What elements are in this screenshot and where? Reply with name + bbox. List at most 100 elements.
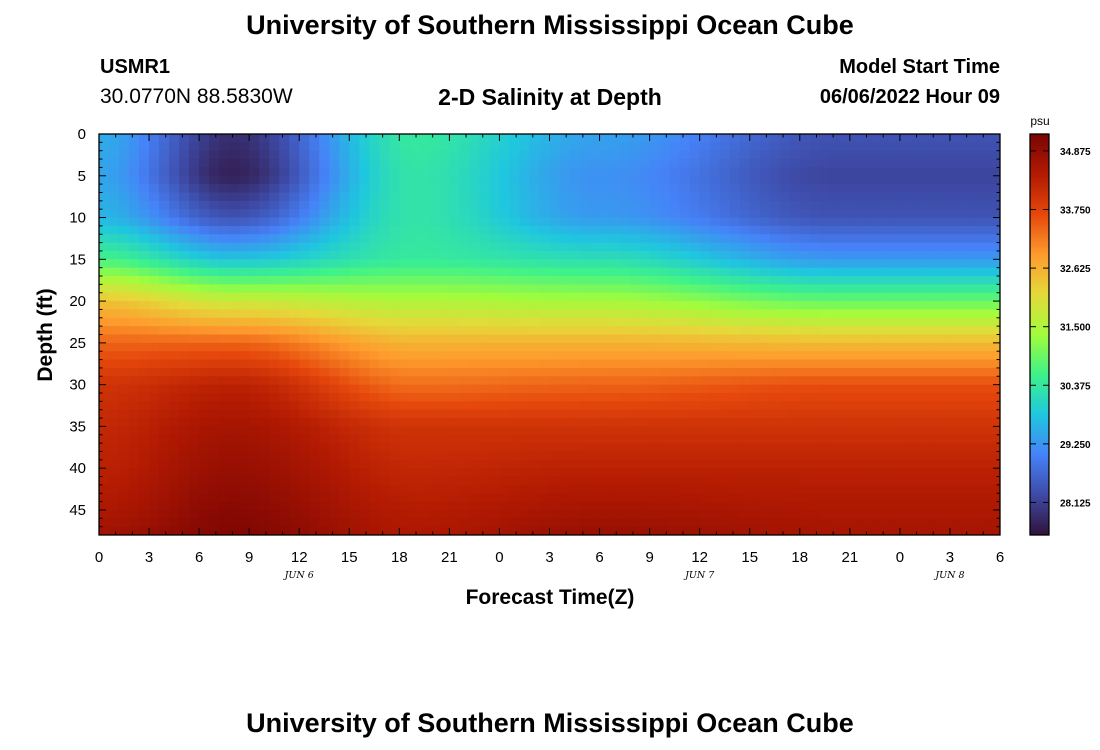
heatmap-cell (839, 209, 851, 219)
heatmap-cell (279, 267, 290, 277)
heatmap-cell (539, 259, 551, 269)
axis-ticks (98, 133, 1001, 536)
heatmap-cell (669, 192, 681, 202)
heatmap-cell (739, 459, 751, 469)
heatmap-cell (659, 334, 671, 344)
heatmap-cell (429, 359, 440, 369)
heatmap-cell (649, 468, 661, 478)
heatmap-cell (859, 284, 871, 294)
heatmap-cell (459, 159, 471, 169)
heatmap-cell (439, 359, 450, 369)
heatmap-cell (579, 434, 591, 444)
heatmap-cell (779, 276, 791, 285)
heatmap-cell (889, 159, 901, 169)
heatmap-cell (609, 175, 621, 185)
heatmap-cell (779, 167, 791, 177)
heatmap-cell (379, 459, 390, 469)
heatmap-cell (589, 167, 601, 177)
heatmap-cell (229, 526, 240, 535)
heatmap-cell (479, 225, 491, 235)
heatmap-cell (849, 292, 861, 302)
heatmap-cell (899, 401, 911, 411)
heatmap-cell (919, 234, 931, 244)
heatmap-cell (149, 409, 160, 419)
heatmap-cell (169, 434, 180, 444)
heatmap-cell (729, 418, 741, 427)
heatmap-cell (499, 468, 511, 478)
heatmap-cell (559, 392, 571, 402)
heatmap-cell (929, 301, 941, 311)
heatmap-cell (419, 276, 430, 285)
heatmap-cell (189, 276, 200, 285)
heatmap-cell (439, 175, 450, 185)
heatmap-cell (109, 200, 120, 210)
heatmap-cell (129, 175, 140, 185)
heatmap-cell (569, 326, 581, 336)
heatmap-cell (689, 426, 701, 436)
heatmap-cell (349, 334, 360, 344)
heatmap-cell (969, 434, 981, 444)
heatmap-cell (199, 292, 210, 302)
heatmap-cell (249, 484, 260, 494)
heatmap-cell (659, 134, 671, 143)
heatmap-cell (969, 518, 981, 528)
heatmap-cell (959, 192, 971, 202)
heatmap-cell (119, 476, 130, 486)
heatmap-cell (229, 476, 240, 486)
heatmap-cell (589, 434, 601, 444)
heatmap-cell (499, 167, 511, 177)
heatmap-cell (189, 493, 200, 503)
heatmap-cell (689, 309, 701, 319)
heatmap-cell (139, 501, 150, 511)
heatmap-cell (199, 267, 210, 277)
heatmap-cell (309, 267, 320, 277)
heatmap-cell (389, 317, 400, 327)
heatmap-cell (99, 484, 110, 494)
heatmap-cell (739, 242, 751, 252)
heatmap-cell (349, 284, 360, 294)
heatmap-cell (779, 250, 791, 260)
heatmap-cell (979, 150, 991, 160)
heatmap-cell (949, 359, 961, 369)
heatmap-cell (759, 518, 771, 528)
heatmap-cell (649, 284, 661, 294)
heatmap-cell (349, 434, 360, 444)
heatmap-cell (509, 142, 521, 152)
heatmap-cell (409, 267, 420, 277)
heatmap-cell (869, 242, 881, 252)
heatmap-cell (969, 476, 981, 486)
heatmap-cell (169, 284, 180, 294)
heatmap-cell (909, 459, 921, 469)
heatmap-cell (769, 184, 781, 194)
heatmap-cell (929, 342, 941, 352)
heatmap-cell (959, 301, 971, 311)
heatmap-cell (529, 276, 541, 285)
heatmap-cell (499, 217, 511, 227)
heatmap-cell (459, 401, 471, 411)
heatmap-cell (379, 367, 390, 377)
heatmap-cell (609, 409, 621, 419)
heatmap-cell (119, 359, 130, 369)
heatmap-cell (989, 217, 1000, 227)
heatmap-cell (309, 184, 320, 194)
heatmap-cell (479, 367, 491, 377)
heatmap-cell (909, 234, 921, 244)
heatmap-cell (209, 418, 220, 427)
page-title: University of Southern Mississippi Ocean… (246, 10, 854, 40)
heatmap-cell (569, 501, 581, 511)
heatmap-cell (749, 526, 761, 535)
heatmap-cell (189, 234, 200, 244)
heatmap-cell (149, 217, 160, 227)
heatmap-cell (189, 451, 200, 461)
heatmap-cell (789, 184, 801, 194)
heatmap-cell (339, 367, 350, 377)
heatmap-cell (369, 468, 380, 478)
heatmap-cell (299, 167, 310, 177)
heatmap-cell (229, 142, 240, 152)
heatmap-cell (99, 209, 110, 219)
heatmap-cell (869, 418, 881, 427)
heatmap-cell (149, 292, 160, 302)
heatmap-cell (819, 443, 831, 453)
heatmap-cell (759, 334, 771, 344)
heatmap-cell (659, 225, 671, 235)
